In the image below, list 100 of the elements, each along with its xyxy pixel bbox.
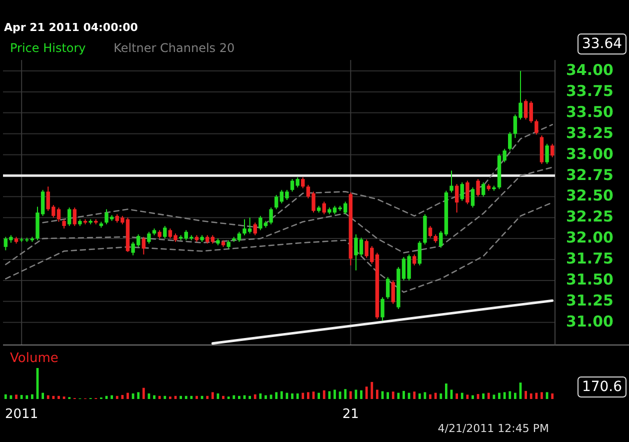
bar: [31, 394, 34, 399]
bar: [248, 396, 251, 399]
line-series: [5, 202, 553, 293]
bar: [137, 392, 140, 399]
y-tick-label: 32.50: [566, 186, 614, 205]
bar: [26, 395, 28, 399]
bar: [498, 392, 500, 399]
bar: [460, 392, 464, 399]
bar: [376, 390, 378, 399]
text: 33.64: [582, 36, 622, 52]
text: Price History: [10, 41, 86, 55]
bar: [206, 396, 209, 399]
candlestick: [163, 225, 167, 240]
candlestick: [466, 180, 470, 205]
bar: [126, 392, 129, 399]
line-series: [5, 166, 553, 266]
y-tick-label: 33.75: [566, 82, 614, 100]
bar: [440, 393, 442, 399]
bar: [4, 394, 7, 399]
bar: [540, 392, 543, 399]
bar: [42, 392, 44, 399]
bar: [280, 391, 283, 399]
bar: [190, 396, 193, 399]
bar: [238, 396, 240, 399]
bar: [466, 394, 469, 399]
candlestick: [274, 194, 278, 210]
bar: [472, 395, 474, 399]
bar: [334, 390, 336, 399]
y-tick-label: 33.25: [566, 124, 614, 142]
y-tick-label: 33.00: [566, 144, 614, 163]
bar: [434, 392, 437, 399]
bar: [318, 392, 320, 399]
bar: [296, 393, 299, 399]
bar: [418, 393, 421, 399]
candlestick: [67, 207, 72, 226]
bar: [514, 392, 516, 399]
y-tick-label: 31.50: [566, 270, 614, 289]
candlestick: [269, 207, 273, 225]
candlestick: [529, 100, 533, 124]
bar: [402, 390, 405, 399]
candlestick: [545, 143, 549, 164]
bar: [52, 396, 55, 399]
bar: [524, 390, 527, 399]
bar: [222, 396, 224, 399]
candlestick: [253, 222, 257, 236]
y-tick-label: 31.00: [566, 312, 614, 330]
candlestick: [301, 176, 305, 189]
y-tick-label: 33.50: [566, 102, 614, 121]
bar: [530, 393, 532, 399]
text: 4/21/2011 12:45 PM: [438, 422, 549, 435]
bar: [429, 394, 432, 399]
bar: [349, 391, 352, 399]
candlestick: [412, 254, 416, 266]
candlestick: [550, 143, 554, 158]
candlestick: [72, 207, 77, 226]
candlestick: [439, 230, 443, 248]
bar: [344, 389, 347, 399]
text: 170.6: [582, 378, 622, 395]
bar: [328, 391, 331, 399]
candlestick: [476, 178, 480, 198]
candlestick: [428, 225, 432, 238]
bar: [445, 384, 448, 399]
text: Keltner Channels 20: [114, 41, 235, 55]
bar: [211, 392, 214, 399]
candlestick: [481, 182, 486, 198]
candlestick: [454, 184, 459, 214]
bar: [153, 395, 156, 399]
bar: [322, 390, 326, 399]
bar: [413, 392, 416, 399]
bar: [184, 396, 188, 399]
bar: [164, 396, 166, 399]
bar: [307, 392, 310, 399]
bar: [392, 392, 394, 399]
candlestick: [391, 280, 395, 304]
bar: [158, 396, 161, 399]
bar: [58, 396, 60, 399]
bar: [456, 393, 458, 399]
bar: [365, 386, 368, 399]
x-tick-label: 21: [342, 407, 359, 422]
chart-subtitle: Apr 21 2011 04:00:00: [4, 21, 138, 34]
bar: [503, 392, 506, 399]
chart-title: Volume: [10, 351, 58, 366]
bar: [15, 394, 18, 399]
bar: [116, 396, 118, 399]
x-tick-label: 2011: [5, 407, 38, 422]
y-tick-label: 32.75: [566, 166, 614, 184]
bar: [142, 388, 145, 399]
candlestick: [147, 231, 151, 244]
bar: [302, 392, 304, 399]
bar: [482, 393, 485, 399]
candlestick: [450, 170, 454, 193]
bar: [487, 392, 490, 399]
y-tick-label: 31.75: [566, 250, 614, 268]
candlestick: [142, 236, 146, 255]
candlestick: [470, 186, 475, 208]
candlestick: [508, 132, 512, 152]
candlestick: [524, 98, 528, 120]
candlestick: [322, 201, 326, 215]
bar: [275, 392, 278, 399]
y-tick-label: 32.25: [566, 208, 614, 226]
